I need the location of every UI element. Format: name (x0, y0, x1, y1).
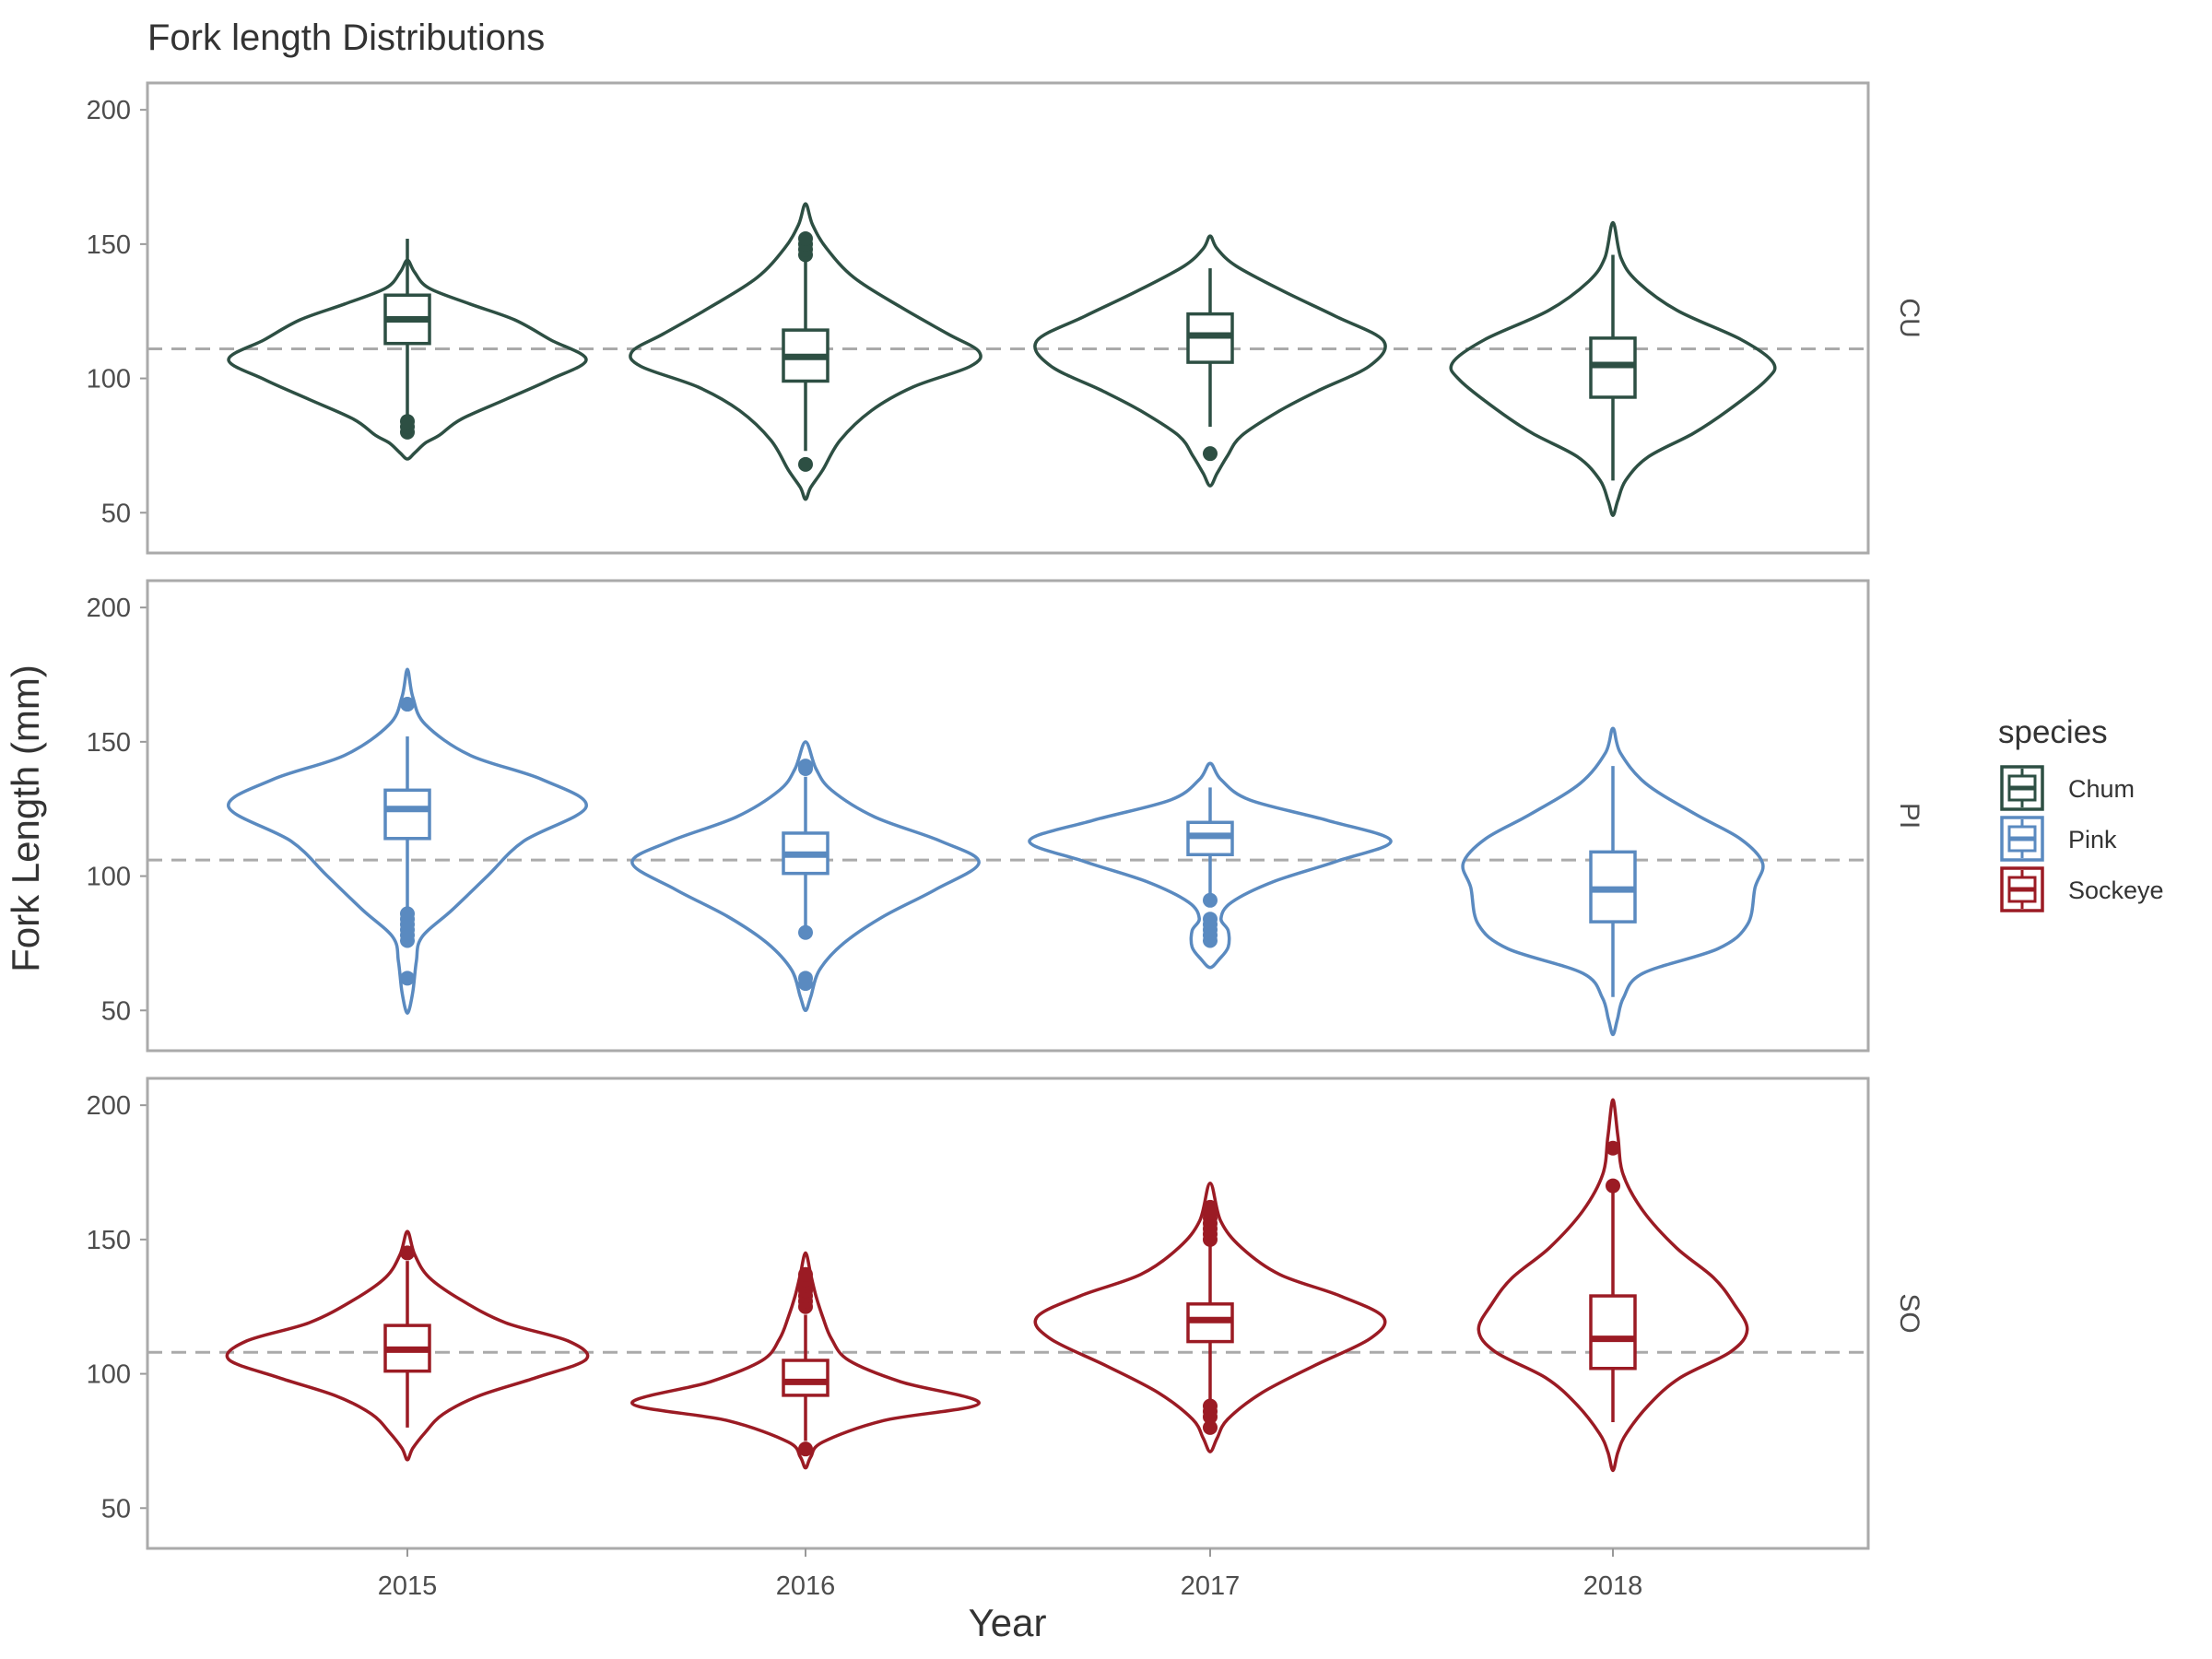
legend-title: species (1998, 714, 2108, 750)
box (383, 788, 431, 841)
violin (629, 202, 982, 501)
violin-group-2018 (1477, 1098, 1749, 1473)
violin-group-2017 (1033, 1181, 1387, 1453)
panel-border (146, 579, 1870, 1053)
x-tick-label: 2015 (378, 1571, 438, 1601)
outlier-point (1606, 1178, 1620, 1194)
y-tick-label: 50 (101, 996, 131, 1026)
violin-group-2016 (630, 740, 981, 1013)
outlier-point (798, 231, 813, 247)
y-tick-label: 100 (87, 863, 131, 892)
outlier-point (798, 1266, 813, 1282)
strip-label: PI (1894, 803, 1924, 829)
x-tick-label: 2018 (1583, 1571, 1643, 1601)
panel-cu: 50 100 150 200 CU (87, 81, 1924, 555)
panels: 50 100 150 200 CU 50 100 150 200 PI 50 100 150 200 SO (87, 81, 1924, 1550)
violin (1449, 220, 1777, 517)
chart-title: Fork length Distributions (147, 18, 545, 58)
outlier-point (798, 971, 813, 986)
outlier-point (400, 1245, 415, 1261)
y-tick-label: 150 (87, 230, 131, 260)
strip-label: CU (1894, 298, 1924, 337)
panel-border (146, 1077, 1870, 1550)
outlier-point (1203, 1398, 1218, 1414)
legend-label: Sockeye (2068, 877, 2164, 904)
outlier-point (400, 414, 415, 429)
outlier-point (798, 1441, 813, 1457)
y-tick-label: 150 (87, 728, 131, 758)
outlier-point (400, 971, 415, 986)
legend: species Chum Pink Sockeye (1998, 714, 2164, 912)
strip-label: SO (1894, 1293, 1924, 1333)
violin (1033, 234, 1387, 488)
outlier-point (400, 697, 415, 712)
y-tick-label: 200 (87, 1091, 131, 1121)
legend-key-chum: Chum (2000, 765, 2135, 811)
legend-label: Chum (2068, 775, 2135, 803)
y-tick-label: 200 (87, 96, 131, 125)
outlier-point (1606, 1140, 1620, 1156)
x-tick-label: 2017 (1181, 1571, 1241, 1601)
y-tick-label: 200 (87, 594, 131, 623)
x-tick-label: 2016 (776, 1571, 836, 1601)
violin-group-2018 (1449, 220, 1777, 517)
violin-group-2016 (630, 1251, 981, 1470)
outlier-point (1203, 1199, 1218, 1215)
outlier-point (400, 906, 415, 922)
x-axis: 2015 2016 2017 2018 (378, 1548, 1643, 1601)
panel-border (146, 81, 1870, 555)
legend-label: Pink (2068, 826, 2117, 853)
violin-group-2017 (1028, 761, 1393, 970)
violin (630, 1251, 981, 1470)
violin (1461, 726, 1765, 1037)
y-tick-label: 50 (101, 1494, 131, 1524)
violin-group-2017 (1033, 234, 1387, 488)
y-axis-title: Fork Length (mm) (4, 665, 47, 972)
y-tick-label: 150 (87, 1226, 131, 1255)
outlier-point (798, 924, 813, 940)
x-axis-title: Year (969, 1601, 1047, 1644)
panel-so: 50 100 150 200 SO (87, 1077, 1924, 1550)
violin (1033, 1181, 1387, 1453)
violin (1028, 761, 1393, 970)
outlier-point (1203, 912, 1218, 927)
box (782, 1359, 830, 1397)
y-tick-label: 100 (87, 365, 131, 394)
legend-key-sockeye: Sockeye (2000, 866, 2164, 912)
outlier-point (798, 759, 813, 774)
outlier-point (1203, 446, 1218, 462)
y-tick-label: 50 (101, 499, 131, 528)
outlier-point (798, 456, 813, 472)
violin-group-2015 (227, 667, 588, 1015)
panel-pi: 50 100 150 200 PI (87, 579, 1924, 1053)
box (1589, 1294, 1637, 1371)
violin-group-2018 (1461, 726, 1765, 1037)
violin-group-2016 (629, 202, 982, 501)
violin (227, 667, 588, 1015)
y-tick-label: 100 (87, 1360, 131, 1390)
violin (630, 740, 981, 1013)
outlier-point (1203, 892, 1218, 908)
legend-key-pink: Pink (2000, 816, 2117, 862)
violin (1477, 1098, 1749, 1473)
violin (225, 1230, 590, 1462)
violin-group-2015 (225, 1230, 590, 1462)
violin-group-2015 (227, 239, 588, 461)
outlier-point (1203, 1419, 1218, 1435)
